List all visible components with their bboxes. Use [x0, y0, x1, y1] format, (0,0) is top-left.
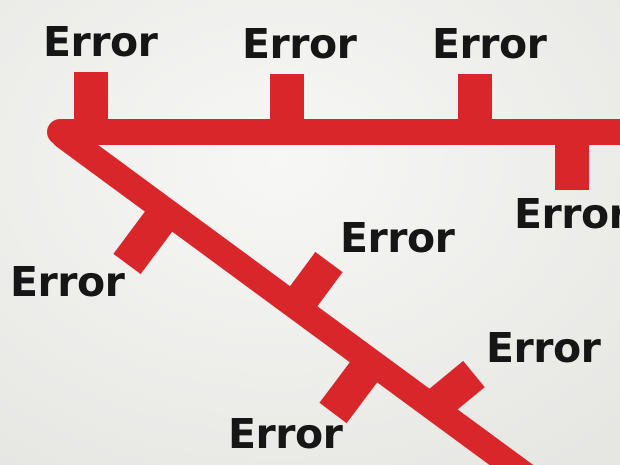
red-lines — [47, 72, 620, 465]
label-diagonal-lower-right: Error — [486, 324, 601, 372]
label-top-2: Error — [242, 20, 357, 68]
label-top-1: Error — [43, 18, 158, 66]
diagonal-tick-mid — [284, 251, 343, 315]
label-diagonal-left: Error — [10, 258, 125, 306]
label-top-3: Error — [432, 20, 547, 68]
main-diagonal-line — [51, 123, 534, 465]
diagonal-tick-left — [113, 206, 176, 275]
label-diagonal-bottom: Error — [228, 410, 343, 458]
label-right-end: Error — [514, 190, 620, 238]
diagonal-tick-lower-right — [429, 360, 485, 416]
label-diagonal-mid: Error — [340, 214, 455, 262]
diagonal-tick-bottom — [319, 358, 380, 424]
